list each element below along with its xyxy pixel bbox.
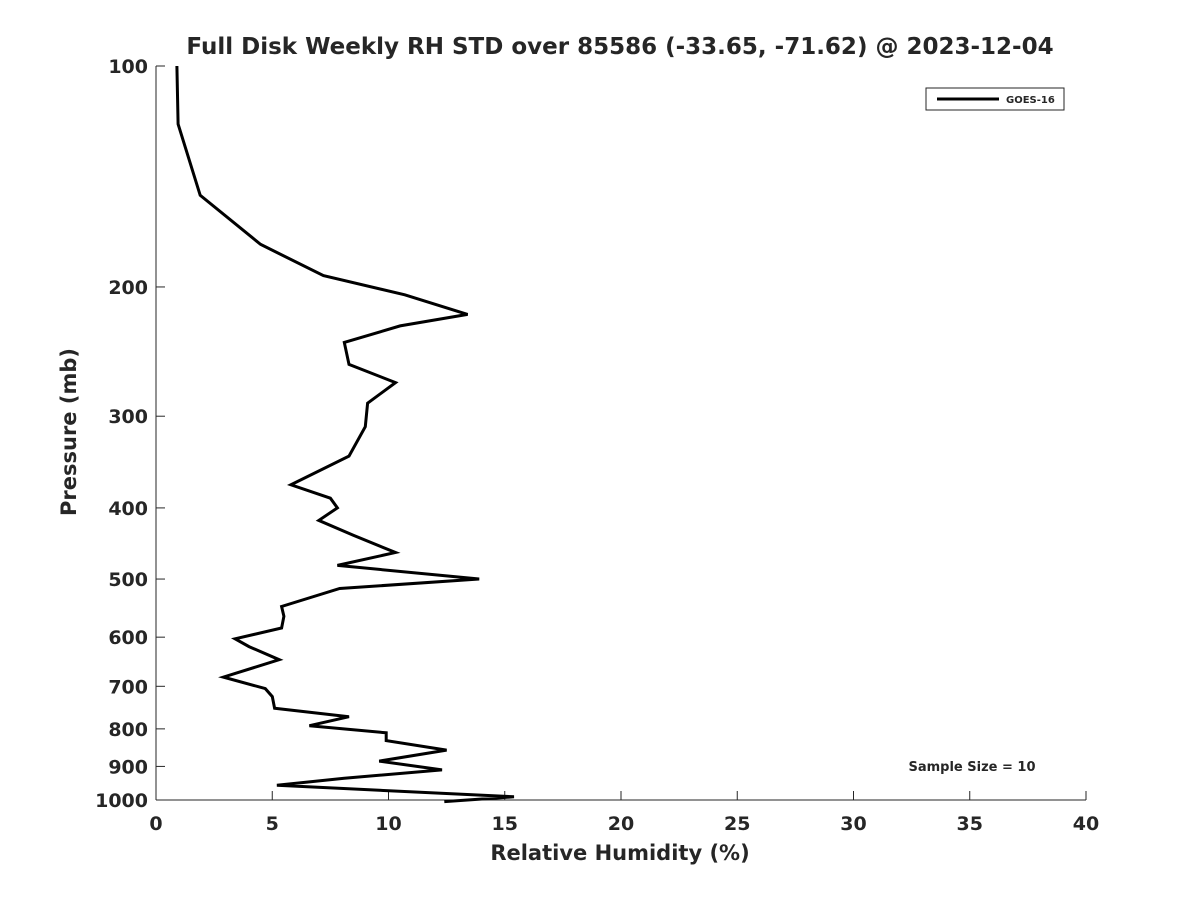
y-tick-label: 200 bbox=[108, 277, 148, 299]
x-tick-label: 30 bbox=[840, 813, 866, 835]
y-axis-label: Pressure (mb) bbox=[57, 348, 81, 516]
x-axis-label: Relative Humidity (%) bbox=[490, 841, 749, 865]
x-tick-label: 0 bbox=[149, 813, 162, 835]
series-layer bbox=[175, 65, 515, 804]
x-tick-label: 10 bbox=[375, 813, 401, 835]
y-tick-label: 600 bbox=[108, 627, 148, 649]
legend-label-goes-16: GOES-16 bbox=[1006, 95, 1055, 106]
sample-size-annotation: Sample Size = 10 bbox=[908, 760, 1035, 775]
y-tick-label: 700 bbox=[108, 676, 148, 698]
y-tick-label: 300 bbox=[108, 406, 148, 428]
y-tick-label: 400 bbox=[108, 498, 148, 520]
legend: GOES-16 bbox=[925, 87, 1065, 111]
y-tick-label: 900 bbox=[108, 756, 148, 778]
x-tick-label: 35 bbox=[957, 813, 983, 835]
y-tick-label: 500 bbox=[108, 569, 148, 591]
chart-title: Full Disk Weekly RH STD over 85586 (-33.… bbox=[186, 34, 1053, 60]
x-tick-label: 40 bbox=[1073, 813, 1099, 835]
y-tick-label: 800 bbox=[108, 719, 148, 741]
y-tick-label: 1000 bbox=[95, 790, 148, 812]
x-tick-label: 25 bbox=[724, 813, 750, 835]
x-tick-label: 20 bbox=[608, 813, 634, 835]
ticks: 0 5 10 15 20 25 30 35 40 100 200 300 400 500 600 700 800… bbox=[95, 56, 1099, 835]
y-tick-label: 100 bbox=[108, 56, 148, 78]
x-tick-label: 5 bbox=[266, 813, 279, 835]
x-tick-label: 15 bbox=[492, 813, 518, 835]
series-line-goes-16 bbox=[175, 65, 515, 804]
